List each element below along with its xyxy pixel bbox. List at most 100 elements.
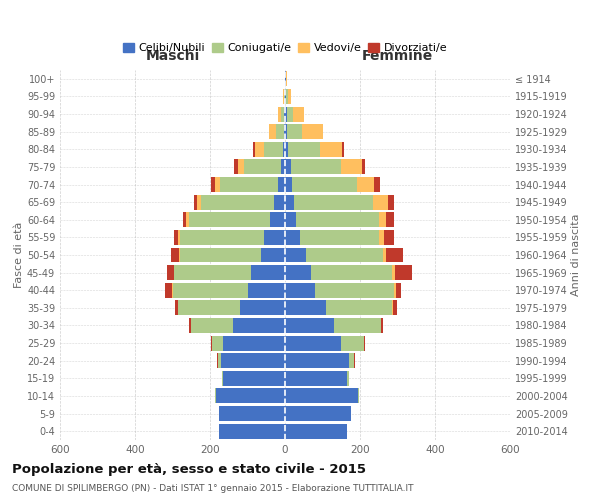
Bar <box>395 265 412 280</box>
Bar <box>300 230 379 245</box>
Bar <box>179 248 180 262</box>
Bar <box>311 265 392 280</box>
Bar <box>283 142 285 157</box>
Bar <box>173 230 178 245</box>
Bar <box>347 371 349 386</box>
Bar <box>288 142 320 157</box>
Bar <box>277 124 284 139</box>
Bar <box>285 160 290 174</box>
Bar <box>221 353 285 368</box>
Bar <box>285 89 286 104</box>
Bar <box>358 177 374 192</box>
Bar <box>315 283 394 298</box>
Bar <box>166 283 172 298</box>
Bar <box>386 248 403 262</box>
Bar <box>285 388 358 404</box>
Bar <box>191 318 233 333</box>
Bar <box>305 248 383 262</box>
Bar <box>167 265 173 280</box>
Bar <box>173 265 175 280</box>
Bar <box>285 371 347 386</box>
Bar <box>265 230 285 245</box>
Bar <box>343 142 344 157</box>
Bar <box>302 124 323 139</box>
Bar <box>296 212 379 228</box>
Bar <box>218 353 221 368</box>
Bar <box>212 336 223 350</box>
Y-axis label: Fasce di età: Fasce di età <box>14 222 24 288</box>
Bar <box>260 248 285 262</box>
Bar <box>274 194 285 210</box>
Bar <box>215 177 220 192</box>
Bar <box>358 388 359 404</box>
Bar <box>341 160 362 174</box>
Legend: Celibi/Nubili, Coniugati/e, Vedovi/e, Divorziati/e: Celibi/Nubili, Coniugati/e, Vedovi/e, Di… <box>118 38 452 58</box>
Bar <box>248 283 285 298</box>
Bar <box>281 106 284 122</box>
Bar <box>320 142 343 157</box>
Bar <box>285 248 305 262</box>
Bar <box>362 160 365 174</box>
Bar <box>178 300 240 316</box>
Bar <box>288 89 291 104</box>
Bar <box>215 388 285 404</box>
Bar <box>240 300 285 316</box>
Bar <box>287 106 293 122</box>
Bar <box>200 194 274 210</box>
Bar <box>284 124 285 139</box>
Bar <box>285 424 347 438</box>
Bar <box>285 406 350 421</box>
Bar <box>386 212 394 228</box>
Bar <box>295 194 373 210</box>
Bar <box>187 212 190 228</box>
Bar <box>285 106 287 122</box>
Bar <box>326 300 392 316</box>
Bar <box>265 142 283 157</box>
Bar <box>285 283 315 298</box>
Bar <box>244 160 281 174</box>
Bar <box>285 265 311 280</box>
Bar <box>251 265 285 280</box>
Bar <box>178 230 180 245</box>
Bar <box>238 160 244 174</box>
Bar <box>285 142 288 157</box>
Bar <box>285 318 334 333</box>
Bar <box>175 300 178 316</box>
Bar <box>223 371 285 386</box>
Bar <box>211 177 215 192</box>
Bar <box>270 212 285 228</box>
Bar <box>217 353 218 368</box>
Bar <box>170 248 179 262</box>
Bar <box>220 177 278 192</box>
Bar <box>374 177 380 192</box>
Bar <box>388 194 394 210</box>
Bar <box>286 89 288 104</box>
Bar <box>379 212 386 228</box>
Bar <box>194 194 197 210</box>
Bar <box>233 318 285 333</box>
Bar <box>285 72 286 86</box>
Bar <box>197 194 200 210</box>
Bar <box>334 318 380 333</box>
Bar <box>285 336 341 350</box>
Bar <box>285 177 292 192</box>
Bar <box>285 353 349 368</box>
Bar <box>341 336 364 350</box>
Text: Maschi: Maschi <box>145 49 200 63</box>
Bar <box>220 424 285 438</box>
Bar <box>175 265 251 280</box>
Bar <box>383 248 386 262</box>
Text: Femmine: Femmine <box>362 49 433 63</box>
Bar <box>285 212 296 228</box>
Bar <box>190 212 270 228</box>
Bar <box>182 212 187 228</box>
Bar <box>349 353 355 368</box>
Bar <box>394 283 395 298</box>
Bar <box>255 142 265 157</box>
Bar <box>173 283 248 298</box>
Text: COMUNE DI SPILIMBERGO (PN) - Dati ISTAT 1° gennaio 2015 - Elaborazione TUTTITALI: COMUNE DI SPILIMBERGO (PN) - Dati ISTAT … <box>12 484 413 493</box>
Text: Popolazione per età, sesso e stato civile - 2015: Popolazione per età, sesso e stato civil… <box>12 462 366 475</box>
Bar <box>269 124 277 139</box>
Bar <box>395 283 401 298</box>
Bar <box>286 72 287 86</box>
